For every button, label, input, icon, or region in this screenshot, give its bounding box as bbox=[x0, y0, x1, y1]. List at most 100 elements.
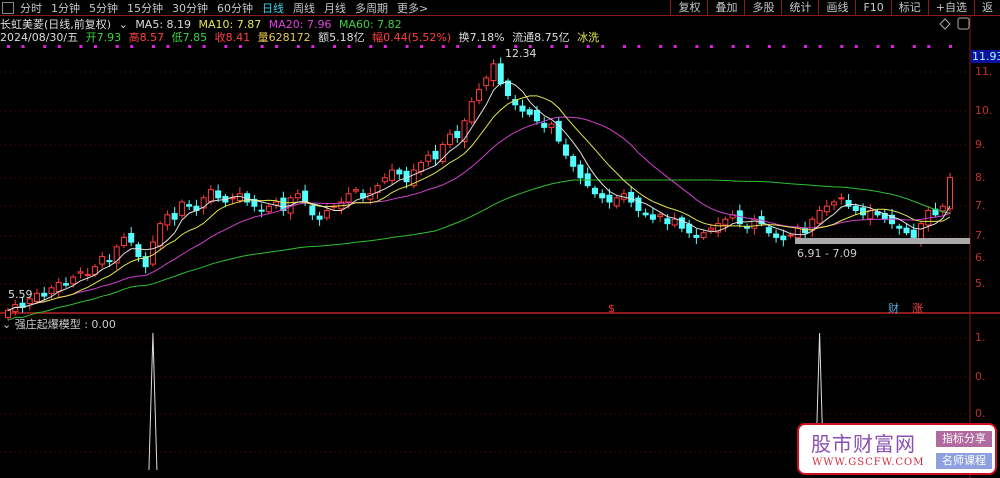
signal-dot bbox=[804, 45, 808, 48]
signal-dot bbox=[21, 45, 25, 48]
statistics-button[interactable]: 统计 bbox=[781, 0, 818, 16]
candle-body bbox=[171, 213, 178, 220]
axis-label: 9. bbox=[975, 138, 986, 151]
tab-5min[interactable]: 5分钟 bbox=[89, 2, 118, 15]
signal-dot bbox=[818, 45, 822, 48]
candle-body bbox=[490, 63, 497, 82]
back-button[interactable]: 返 bbox=[974, 0, 1000, 16]
signal-dot bbox=[586, 45, 590, 48]
candle-body bbox=[903, 227, 910, 234]
tab-30min[interactable]: 30分钟 bbox=[172, 2, 208, 15]
tab-60min[interactable]: 60分钟 bbox=[217, 2, 253, 15]
signal-dot bbox=[478, 45, 481, 48]
candle-body bbox=[831, 201, 838, 206]
candle-body bbox=[476, 89, 482, 101]
candle-body bbox=[860, 207, 867, 216]
tab-1min[interactable]: 1分钟 bbox=[51, 2, 80, 15]
signal-dot bbox=[912, 45, 916, 48]
ma5-line bbox=[7, 81, 951, 311]
candle-body bbox=[120, 236, 127, 247]
signal-dot bbox=[383, 45, 387, 48]
candle-body bbox=[309, 205, 316, 216]
candle-body bbox=[664, 218, 671, 225]
signal-dot bbox=[949, 45, 952, 48]
candle-body bbox=[649, 214, 656, 220]
candle-body bbox=[128, 232, 135, 243]
signal-dot bbox=[202, 45, 206, 48]
tab-15min[interactable]: 15分钟 bbox=[127, 2, 163, 15]
signal-dot bbox=[456, 45, 460, 48]
ma10-line bbox=[7, 95, 951, 311]
candle-body bbox=[135, 244, 142, 258]
candle-body bbox=[483, 77, 490, 87]
signal-dot bbox=[637, 45, 641, 48]
signal-dot bbox=[347, 45, 351, 48]
tab-weekly[interactable]: 周线 bbox=[293, 2, 315, 15]
candle-body bbox=[251, 198, 258, 207]
candle-body bbox=[635, 197, 642, 211]
candle-body bbox=[381, 177, 388, 183]
candle-body bbox=[323, 209, 330, 219]
candle-body bbox=[577, 164, 584, 179]
candle-body bbox=[896, 225, 903, 229]
signal-dot bbox=[333, 45, 337, 48]
candle-body bbox=[142, 256, 149, 268]
candle-body bbox=[939, 205, 946, 212]
candle-body bbox=[809, 218, 816, 231]
add-watchlist-button[interactable]: +自选 bbox=[927, 0, 974, 16]
candle-body bbox=[178, 201, 185, 216]
signal-dot bbox=[405, 45, 409, 48]
period-tabs: 分时 1分钟 5分钟 15分钟 30分钟 60分钟 日线 周线 月线 多周期 更… bbox=[0, 0, 437, 16]
tab-multi-period[interactable]: 多周期 bbox=[355, 2, 388, 15]
dropdown-icon[interactable]: ⌄ bbox=[2, 318, 15, 331]
indicator-label[interactable]: ⌄ 强庄起爆模型 : 0.00 bbox=[2, 316, 116, 332]
candle-body bbox=[816, 209, 823, 224]
candle-body bbox=[157, 223, 164, 247]
candle-body bbox=[164, 214, 171, 226]
candle-body bbox=[316, 215, 323, 220]
signal-dot bbox=[43, 45, 47, 48]
tab-more[interactable]: 更多> bbox=[397, 2, 429, 15]
candle-body bbox=[519, 105, 526, 112]
candle-body bbox=[693, 234, 700, 238]
signal-dot bbox=[746, 45, 750, 48]
signal-dot bbox=[151, 45, 155, 48]
indicator-name: 强庄起爆模型 : 0.00 bbox=[14, 318, 116, 331]
multi-stock-button[interactable]: 多股 bbox=[744, 0, 781, 16]
sector-tag[interactable]: 冰洗 bbox=[577, 31, 600, 44]
event-marker-cai: 财 bbox=[888, 301, 899, 315]
candle-body bbox=[642, 212, 649, 216]
signal-dot bbox=[659, 45, 663, 48]
candle-body bbox=[84, 273, 91, 276]
axis-label: 0. bbox=[975, 407, 986, 420]
price-range-band bbox=[795, 238, 970, 244]
tab-monthly[interactable]: 月线 bbox=[324, 2, 346, 15]
dropdown-icon[interactable]: ⌄ bbox=[118, 18, 128, 31]
f10-button[interactable]: F10 bbox=[855, 0, 890, 16]
candle-body bbox=[48, 287, 55, 294]
axis-label: 7. bbox=[975, 199, 986, 212]
draw-line-button[interactable]: 画线 bbox=[818, 0, 855, 16]
candle-body bbox=[294, 193, 301, 199]
tab-fenshi[interactable]: 分时 bbox=[20, 2, 42, 15]
candle-body bbox=[55, 281, 62, 293]
signal-dot bbox=[260, 45, 264, 48]
candle-body bbox=[113, 246, 120, 264]
candle-body bbox=[389, 169, 396, 181]
candle-body bbox=[99, 256, 106, 265]
panel-toggle-icon[interactable] bbox=[2, 2, 14, 14]
signal-dot bbox=[115, 45, 119, 48]
fuquan-button[interactable]: 复权 bbox=[670, 0, 707, 16]
overlay-button[interactable]: 叠加 bbox=[707, 0, 744, 16]
signal-dot bbox=[130, 45, 134, 48]
candle-body bbox=[722, 218, 729, 226]
date: 2024/08/30/五 bbox=[0, 31, 79, 44]
candle-body bbox=[686, 223, 693, 234]
signal-dot bbox=[57, 45, 61, 48]
candle-body bbox=[352, 189, 359, 192]
mark-button[interactable]: 标记 bbox=[890, 0, 928, 16]
candle-body bbox=[258, 209, 265, 212]
tab-daily[interactable]: 日线 bbox=[262, 2, 284, 15]
ma20-value: MA20: 7.96 bbox=[268, 18, 332, 31]
